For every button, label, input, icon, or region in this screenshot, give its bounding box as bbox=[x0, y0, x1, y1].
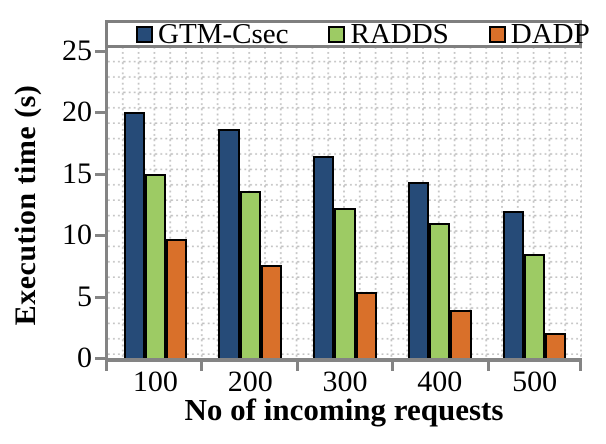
y-tick-mark-0 bbox=[95, 357, 108, 360]
plot-area bbox=[105, 47, 582, 362]
legend-label-gtm-csec: GTM-Csec bbox=[158, 17, 289, 50]
y-tick-mark-20 bbox=[95, 111, 108, 114]
bar-group-300 bbox=[298, 47, 393, 358]
y-tick-label-20: 20 bbox=[62, 95, 92, 128]
legend-item-radds: RADDS bbox=[328, 17, 449, 50]
x-tick-label-400: 400 bbox=[417, 365, 463, 398]
x-tick-label-500: 500 bbox=[512, 365, 558, 398]
x-tick-label-200: 200 bbox=[227, 365, 273, 398]
y-tick-label-0: 0 bbox=[77, 341, 92, 374]
x-tick-mark-4 bbox=[486, 362, 490, 371]
bar-dadp-100 bbox=[165, 238, 188, 358]
legend-item-gtm-csec: GTM-Csec bbox=[136, 17, 289, 50]
legend-label-dadp: DADP bbox=[510, 17, 590, 50]
bar-dadp-400 bbox=[450, 310, 472, 358]
bar-dadp-500 bbox=[545, 333, 567, 358]
bar-radds-300 bbox=[334, 208, 356, 358]
y-tick-mark-5 bbox=[95, 295, 108, 299]
legend-swatch-dadp bbox=[488, 25, 506, 43]
x-tick-label-300: 300 bbox=[322, 365, 368, 398]
bar-dadp-300 bbox=[355, 291, 377, 358]
bar-radds-400 bbox=[429, 222, 451, 358]
legend-swatch-radds bbox=[328, 25, 346, 43]
bar-radds-500 bbox=[523, 253, 546, 358]
legend-swatch-gtm-csec bbox=[136, 25, 153, 43]
x-tick-mark-0 bbox=[105, 362, 108, 371]
y-tick-mark-15 bbox=[95, 172, 108, 176]
bar-group-400 bbox=[392, 47, 487, 358]
bar-group-200 bbox=[203, 47, 298, 358]
legend: GTM-Csec RADDS DADP bbox=[105, 17, 590, 50]
legend-item-dadp: DADP bbox=[488, 17, 590, 50]
bar-dadp-200 bbox=[260, 264, 282, 358]
y-tick-label-10: 10 bbox=[62, 218, 92, 251]
bar-group-500 bbox=[487, 47, 582, 358]
y-tick-mark-10 bbox=[95, 234, 108, 237]
legend-label-radds: RADDS bbox=[350, 17, 449, 50]
x-axis-title: No of incoming requests bbox=[184, 392, 504, 427]
x-tick-mark-2 bbox=[295, 362, 299, 371]
x-tick-mark-1 bbox=[200, 362, 204, 371]
bar-gtm-csec-200 bbox=[218, 129, 240, 358]
bar-gtm-csec-500 bbox=[502, 210, 524, 358]
bar-gtm-csec-300 bbox=[313, 156, 335, 358]
y-tick-label-15: 15 bbox=[62, 156, 92, 190]
bar-groups bbox=[108, 47, 582, 358]
y-tick-mark-25 bbox=[95, 49, 108, 53]
x-tick-mark-5 bbox=[579, 362, 582, 371]
bar-gtm-csec-100 bbox=[123, 112, 145, 358]
y-tick-label-5: 5 bbox=[77, 279, 92, 313]
x-tick-mark-3 bbox=[391, 362, 395, 371]
bar-gtm-csec-400 bbox=[408, 182, 430, 358]
bar-group-100 bbox=[108, 47, 203, 358]
bar-radds-100 bbox=[144, 173, 166, 358]
x-tick-label-100: 100 bbox=[132, 365, 178, 398]
bar-radds-200 bbox=[239, 190, 261, 358]
y-tick-label-25: 25 bbox=[62, 33, 92, 67]
